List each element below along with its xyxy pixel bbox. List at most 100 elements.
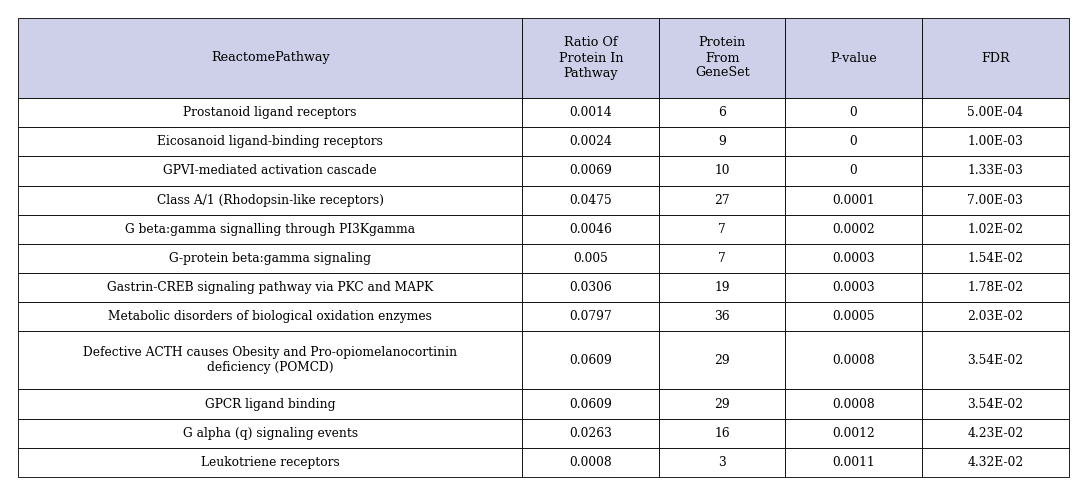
Bar xyxy=(523,156,659,186)
Bar xyxy=(18,156,523,186)
Text: 0.0263: 0.0263 xyxy=(570,427,612,440)
Bar xyxy=(922,18,1069,98)
Text: 1.00E-03: 1.00E-03 xyxy=(967,135,1023,148)
Bar xyxy=(659,98,785,127)
Bar xyxy=(523,98,659,127)
Text: G-protein beta:gamma signaling: G-protein beta:gamma signaling xyxy=(170,252,372,265)
Text: Leukotriene receptors: Leukotriene receptors xyxy=(201,456,339,469)
Bar xyxy=(785,156,922,186)
Bar xyxy=(523,127,659,156)
Bar xyxy=(922,244,1069,273)
Bar xyxy=(922,419,1069,448)
Bar xyxy=(922,302,1069,332)
Text: 5.00E-04: 5.00E-04 xyxy=(967,106,1024,119)
Text: FDR: FDR xyxy=(982,51,1010,64)
Bar xyxy=(659,390,785,419)
Text: 0.0609: 0.0609 xyxy=(570,354,612,367)
Bar xyxy=(785,332,922,390)
Text: 4.23E-02: 4.23E-02 xyxy=(967,427,1024,440)
Bar xyxy=(523,244,659,273)
Bar xyxy=(18,244,523,273)
Text: 0.0008: 0.0008 xyxy=(833,354,875,367)
Text: 0.0011: 0.0011 xyxy=(833,456,875,469)
Bar xyxy=(785,390,922,419)
Bar xyxy=(659,18,785,98)
Text: 3: 3 xyxy=(719,456,726,469)
Text: 0.005: 0.005 xyxy=(573,252,609,265)
Bar xyxy=(523,18,659,98)
Bar xyxy=(659,448,785,477)
Text: 27: 27 xyxy=(714,194,730,206)
Bar xyxy=(659,302,785,332)
Bar xyxy=(18,18,523,98)
Text: 0.0005: 0.0005 xyxy=(833,310,875,323)
Bar xyxy=(523,215,659,244)
Text: Prostanoid ligand receptors: Prostanoid ligand receptors xyxy=(184,106,357,119)
Text: 9: 9 xyxy=(719,135,726,148)
Bar xyxy=(659,156,785,186)
Bar xyxy=(785,215,922,244)
Text: 0.0024: 0.0024 xyxy=(570,135,612,148)
Text: 0.0002: 0.0002 xyxy=(833,223,875,236)
Bar xyxy=(18,186,523,215)
Bar xyxy=(523,273,659,302)
Bar xyxy=(18,215,523,244)
Text: Gastrin-CREB signaling pathway via PKC and MAPK: Gastrin-CREB signaling pathway via PKC a… xyxy=(108,281,434,294)
Bar xyxy=(922,127,1069,156)
Text: 0: 0 xyxy=(850,135,858,148)
Text: Eicosanoid ligand-binding receptors: Eicosanoid ligand-binding receptors xyxy=(158,135,384,148)
Text: 0.0001: 0.0001 xyxy=(833,194,875,206)
Text: 0.0003: 0.0003 xyxy=(833,252,875,265)
Text: 0.0069: 0.0069 xyxy=(570,164,612,177)
Text: Protein
From
GeneSet: Protein From GeneSet xyxy=(695,37,750,80)
Text: 29: 29 xyxy=(714,354,730,367)
Bar xyxy=(523,419,659,448)
Bar xyxy=(659,186,785,215)
Bar xyxy=(922,98,1069,127)
Bar xyxy=(785,186,922,215)
Bar xyxy=(18,332,523,390)
Text: 16: 16 xyxy=(714,427,730,440)
Bar xyxy=(659,215,785,244)
Bar xyxy=(523,332,659,390)
Text: 1.02E-02: 1.02E-02 xyxy=(967,223,1024,236)
Bar xyxy=(785,98,922,127)
Text: 0.0475: 0.0475 xyxy=(570,194,612,206)
Bar xyxy=(18,273,523,302)
Bar xyxy=(922,273,1069,302)
Bar xyxy=(659,332,785,390)
Bar xyxy=(785,244,922,273)
Bar xyxy=(922,390,1069,419)
Bar xyxy=(785,419,922,448)
Text: 19: 19 xyxy=(714,281,730,294)
Bar xyxy=(659,127,785,156)
Text: G beta:gamma signalling through PI3Kgamma: G beta:gamma signalling through PI3Kgamm… xyxy=(125,223,415,236)
Text: 10: 10 xyxy=(714,164,729,177)
Text: 0.0609: 0.0609 xyxy=(570,397,612,410)
Text: 1.78E-02: 1.78E-02 xyxy=(967,281,1024,294)
Bar xyxy=(523,390,659,419)
Bar xyxy=(523,186,659,215)
Text: ReactomePathway: ReactomePathway xyxy=(211,51,329,64)
Text: 1.33E-03: 1.33E-03 xyxy=(967,164,1023,177)
Bar xyxy=(785,273,922,302)
Text: 0.0797: 0.0797 xyxy=(570,310,612,323)
Bar xyxy=(18,448,523,477)
Bar xyxy=(785,448,922,477)
Text: P-value: P-value xyxy=(830,51,877,64)
Bar xyxy=(523,302,659,332)
Text: 29: 29 xyxy=(714,397,730,410)
Text: 7: 7 xyxy=(719,223,726,236)
Text: G alpha (q) signaling events: G alpha (q) signaling events xyxy=(183,427,358,440)
Bar xyxy=(659,419,785,448)
Text: 0.0046: 0.0046 xyxy=(570,223,612,236)
Text: 2.03E-02: 2.03E-02 xyxy=(967,310,1024,323)
Text: GPCR ligand binding: GPCR ligand binding xyxy=(205,397,336,410)
Text: 36: 36 xyxy=(714,310,730,323)
Bar xyxy=(922,332,1069,390)
Bar xyxy=(922,156,1069,186)
Text: Metabolic disorders of biological oxidation enzymes: Metabolic disorders of biological oxidat… xyxy=(109,310,433,323)
Text: 0: 0 xyxy=(850,164,858,177)
Bar xyxy=(785,127,922,156)
Bar xyxy=(18,419,523,448)
